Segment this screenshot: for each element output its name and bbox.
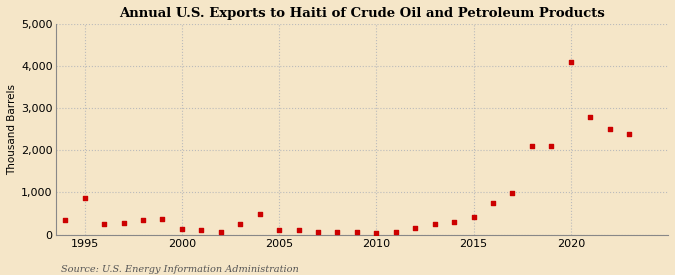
Point bbox=[274, 227, 285, 232]
Point bbox=[546, 144, 557, 148]
Point bbox=[313, 230, 323, 234]
Point bbox=[604, 127, 615, 131]
Point bbox=[332, 230, 343, 235]
Point bbox=[526, 144, 537, 148]
Point bbox=[99, 221, 109, 226]
Point bbox=[390, 230, 401, 235]
Point bbox=[449, 220, 460, 225]
Point bbox=[566, 60, 576, 64]
Point bbox=[118, 221, 129, 226]
Point bbox=[215, 230, 226, 234]
Title: Annual U.S. Exports to Haiti of Crude Oil and Petroleum Products: Annual U.S. Exports to Haiti of Crude Oi… bbox=[119, 7, 605, 20]
Point bbox=[352, 230, 362, 235]
Point bbox=[254, 212, 265, 217]
Point bbox=[235, 221, 246, 226]
Point bbox=[196, 228, 207, 233]
Y-axis label: Thousand Barrels: Thousand Barrels bbox=[7, 84, 17, 175]
Point bbox=[507, 191, 518, 196]
Point bbox=[138, 218, 148, 222]
Point bbox=[624, 132, 634, 136]
Point bbox=[60, 218, 71, 222]
Point bbox=[293, 228, 304, 232]
Point bbox=[157, 217, 168, 221]
Point bbox=[79, 196, 90, 200]
Point bbox=[176, 227, 187, 231]
Point bbox=[468, 214, 479, 219]
Text: Source: U.S. Energy Information Administration: Source: U.S. Energy Information Administ… bbox=[61, 265, 298, 274]
Point bbox=[487, 201, 498, 205]
Point bbox=[371, 230, 382, 235]
Point bbox=[429, 221, 440, 226]
Point bbox=[585, 114, 595, 119]
Point bbox=[410, 226, 421, 230]
